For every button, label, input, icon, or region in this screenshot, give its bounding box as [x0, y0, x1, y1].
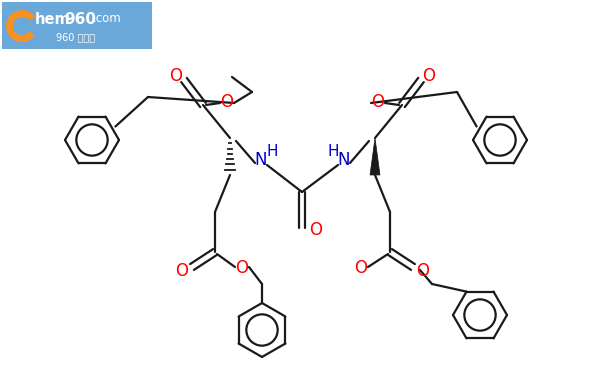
Text: O: O [422, 67, 436, 85]
Polygon shape [370, 138, 380, 175]
Wedge shape [6, 10, 35, 42]
FancyBboxPatch shape [2, 2, 152, 49]
Text: 960: 960 [64, 12, 96, 27]
Text: N: N [255, 151, 267, 169]
Text: H: H [266, 144, 278, 159]
Text: N: N [338, 151, 350, 169]
Text: O: O [175, 262, 189, 280]
Text: O: O [169, 67, 183, 85]
Text: O: O [355, 259, 367, 277]
Text: O: O [310, 221, 322, 239]
Text: O: O [220, 93, 234, 111]
Text: .com: .com [93, 12, 122, 26]
Text: H: H [327, 144, 339, 159]
Text: O: O [371, 93, 385, 111]
Text: O: O [416, 262, 430, 280]
Text: 960 化工网: 960 化工网 [56, 32, 96, 42]
Text: O: O [235, 259, 249, 277]
Text: hem: hem [35, 12, 71, 27]
